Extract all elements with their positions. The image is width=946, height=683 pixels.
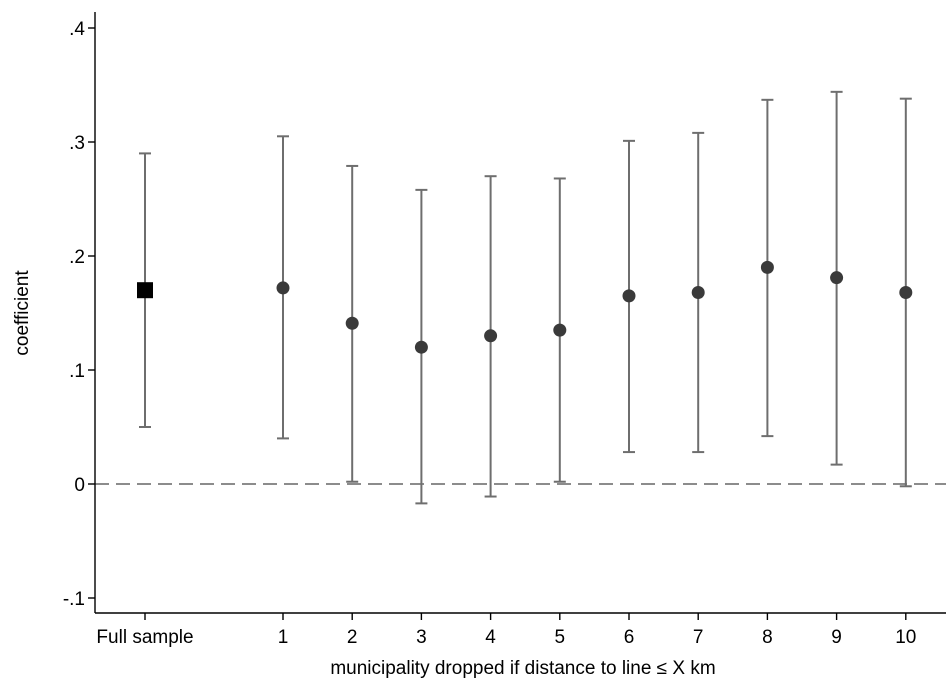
- x-tick-label: Full sample: [96, 627, 193, 648]
- estimate-group: [899, 97, 913, 488]
- point-estimate-marker: [345, 316, 359, 330]
- estimate-group: [691, 131, 705, 454]
- estimate-group: [830, 90, 844, 466]
- y-tick-label: .1: [69, 361, 85, 382]
- point-estimate-marker: [276, 281, 290, 295]
- point-estimate-marker: [830, 271, 844, 285]
- y-tick-label: .2: [69, 247, 85, 268]
- y-axis: -.1 0 .1 .2 .3 .4: [63, 12, 96, 613]
- point-estimate-marker: [553, 323, 567, 337]
- point-estimate-marker: [622, 289, 636, 303]
- estimate-group: [622, 139, 636, 454]
- x-tick-label: 1: [278, 627, 289, 648]
- point-estimate-marker: [137, 282, 153, 299]
- estimate-group: [553, 177, 567, 483]
- point-estimate-marker: [691, 285, 705, 299]
- estimate-group: [276, 135, 290, 440]
- x-axis: Full sample 1 2 3 4 5 6 7 8 9 10: [95, 612, 946, 648]
- y-tick-label: .3: [69, 133, 85, 154]
- estimate-group: [760, 98, 774, 438]
- x-tick-label: 2: [347, 627, 358, 648]
- estimate-group: [137, 152, 153, 428]
- point-estimate-marker: [484, 329, 498, 343]
- x-axis-title: municipality dropped if distance to line…: [330, 658, 715, 679]
- y-tick-label: -.1: [63, 589, 85, 610]
- estimate-group: [484, 175, 498, 498]
- point-estimate-marker: [899, 285, 913, 299]
- x-tick-label: 5: [555, 627, 566, 648]
- x-tick-label: 7: [693, 627, 704, 648]
- x-tick-label: 4: [485, 627, 496, 648]
- point-estimate-marker: [760, 260, 774, 274]
- y-axis-title: coefficient: [12, 270, 33, 356]
- x-tick-label: 10: [895, 627, 916, 648]
- plot-area: [95, 90, 946, 505]
- x-tick-label: 3: [416, 627, 427, 648]
- x-tick-label: 6: [624, 627, 635, 648]
- estimate-group: [414, 188, 428, 505]
- y-tick-label: .4: [69, 19, 85, 40]
- point-estimate-marker: [414, 340, 428, 354]
- x-tick-label: 8: [762, 627, 773, 648]
- y-tick-label: 0: [74, 475, 85, 496]
- x-tick-label: 9: [831, 627, 842, 648]
- estimate-group: [345, 164, 359, 483]
